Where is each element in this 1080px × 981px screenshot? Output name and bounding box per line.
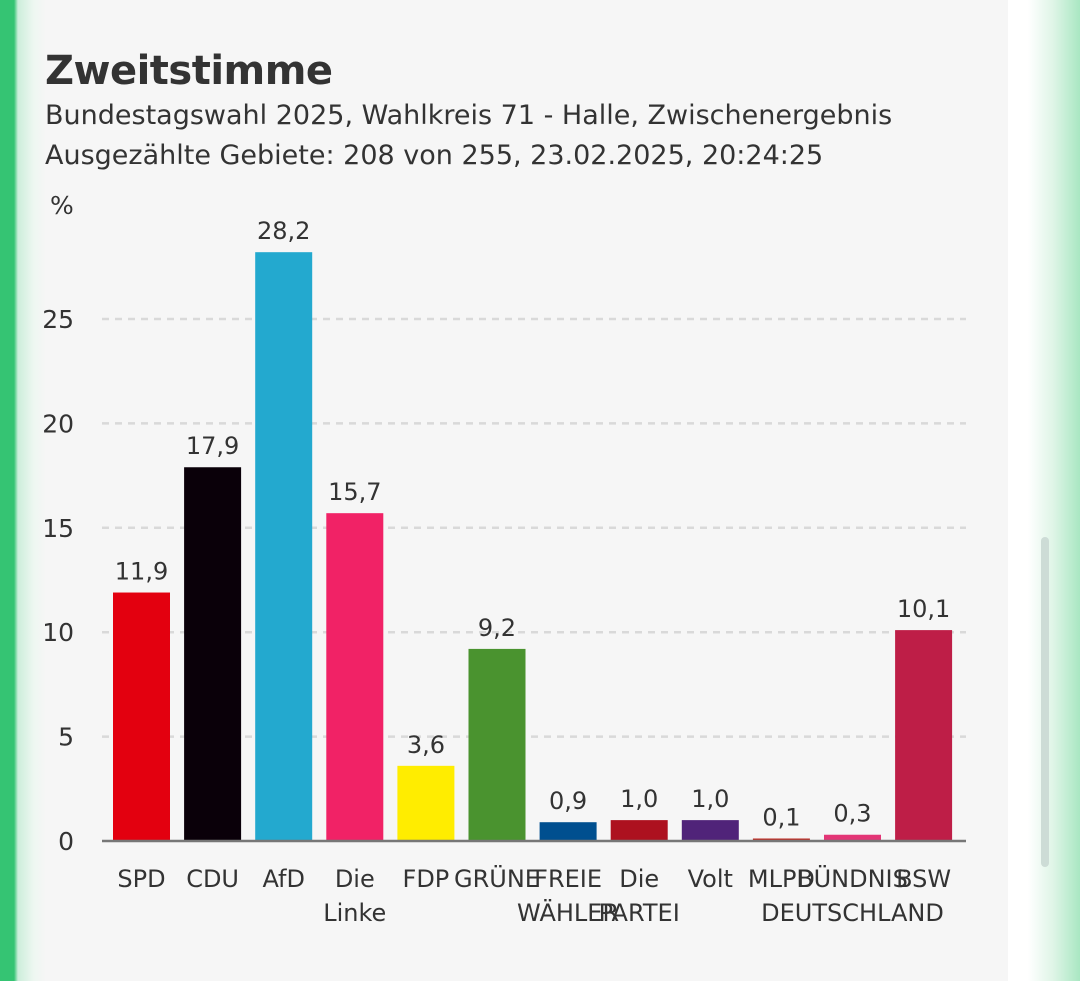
x-tick-label: DEUTSCHLAND bbox=[761, 899, 944, 927]
x-tick-label: AfD bbox=[262, 865, 305, 893]
x-tick-label: WÄHLER bbox=[517, 898, 619, 927]
x-tick-label: BSW bbox=[896, 865, 951, 893]
bar[interactable] bbox=[610, 820, 668, 841]
x-tick-label: PARTEI bbox=[599, 899, 680, 927]
y-tick-label: 25 bbox=[42, 305, 74, 334]
x-tick-label: CDU bbox=[186, 865, 239, 893]
value-label: 1,0 bbox=[691, 785, 729, 813]
chart-subtitle: Bundestagswahl 2025, Wahlkreis 71 - Hall… bbox=[45, 100, 893, 131]
value-label: 1,0 bbox=[620, 785, 658, 813]
x-tick-label: SPD bbox=[117, 865, 165, 893]
value-label: 11,9 bbox=[115, 558, 168, 586]
value-label: 0,1 bbox=[762, 804, 800, 832]
value-label: 10,1 bbox=[897, 595, 950, 623]
bar[interactable] bbox=[539, 822, 597, 841]
bar[interactable] bbox=[468, 648, 526, 841]
value-label: 17,9 bbox=[186, 432, 239, 460]
value-label: 28,2 bbox=[257, 217, 310, 245]
left-border bbox=[0, 0, 46, 981]
x-tick-label: BÜNDNIS bbox=[797, 864, 908, 893]
bar-chart: % 0 5 10 15 20 25 11,9 17,9 28,2 15,7 3,6 9,2 0,9 1,… bbox=[42, 191, 966, 927]
value-label: 3,6 bbox=[407, 731, 445, 759]
bar[interactable] bbox=[184, 467, 242, 841]
bar[interactable] bbox=[681, 820, 739, 841]
x-tick-label: Linke bbox=[323, 899, 386, 927]
bar[interactable] bbox=[113, 592, 170, 841]
value-label: 15,7 bbox=[328, 478, 381, 506]
bar[interactable] bbox=[326, 513, 384, 841]
x-tick-label: FREIE bbox=[534, 865, 602, 893]
y-axis-unit-label: % bbox=[50, 191, 74, 220]
x-tick-label: MLPD bbox=[748, 865, 815, 893]
x-tick-label: Die bbox=[619, 865, 659, 893]
bar[interactable] bbox=[255, 252, 313, 841]
bar[interactable] bbox=[895, 630, 953, 841]
bar[interactable] bbox=[824, 834, 881, 841]
y-tick-label: 15 bbox=[42, 514, 74, 543]
y-tick-label: 10 bbox=[42, 618, 74, 647]
y-tick-label: 5 bbox=[58, 723, 74, 752]
scrollbar[interactable] bbox=[1041, 537, 1049, 867]
x-tick-label: FDP bbox=[403, 865, 450, 893]
counting-status: Ausgezählte Gebiete: 208 von 255, 23.02.… bbox=[45, 140, 824, 171]
y-tick-label: 0 bbox=[58, 827, 74, 856]
x-tick-label: GRÜNE bbox=[454, 864, 540, 893]
chart-title: Zweitstimme bbox=[45, 48, 333, 94]
value-label: 0,9 bbox=[549, 787, 587, 815]
bar[interactable] bbox=[397, 765, 455, 841]
value-label: 0,3 bbox=[833, 800, 871, 828]
x-tick-label: Die bbox=[335, 865, 375, 893]
value-label: 9,2 bbox=[478, 614, 516, 642]
y-tick-label: 20 bbox=[42, 409, 74, 438]
x-tick-label: Volt bbox=[688, 865, 733, 893]
